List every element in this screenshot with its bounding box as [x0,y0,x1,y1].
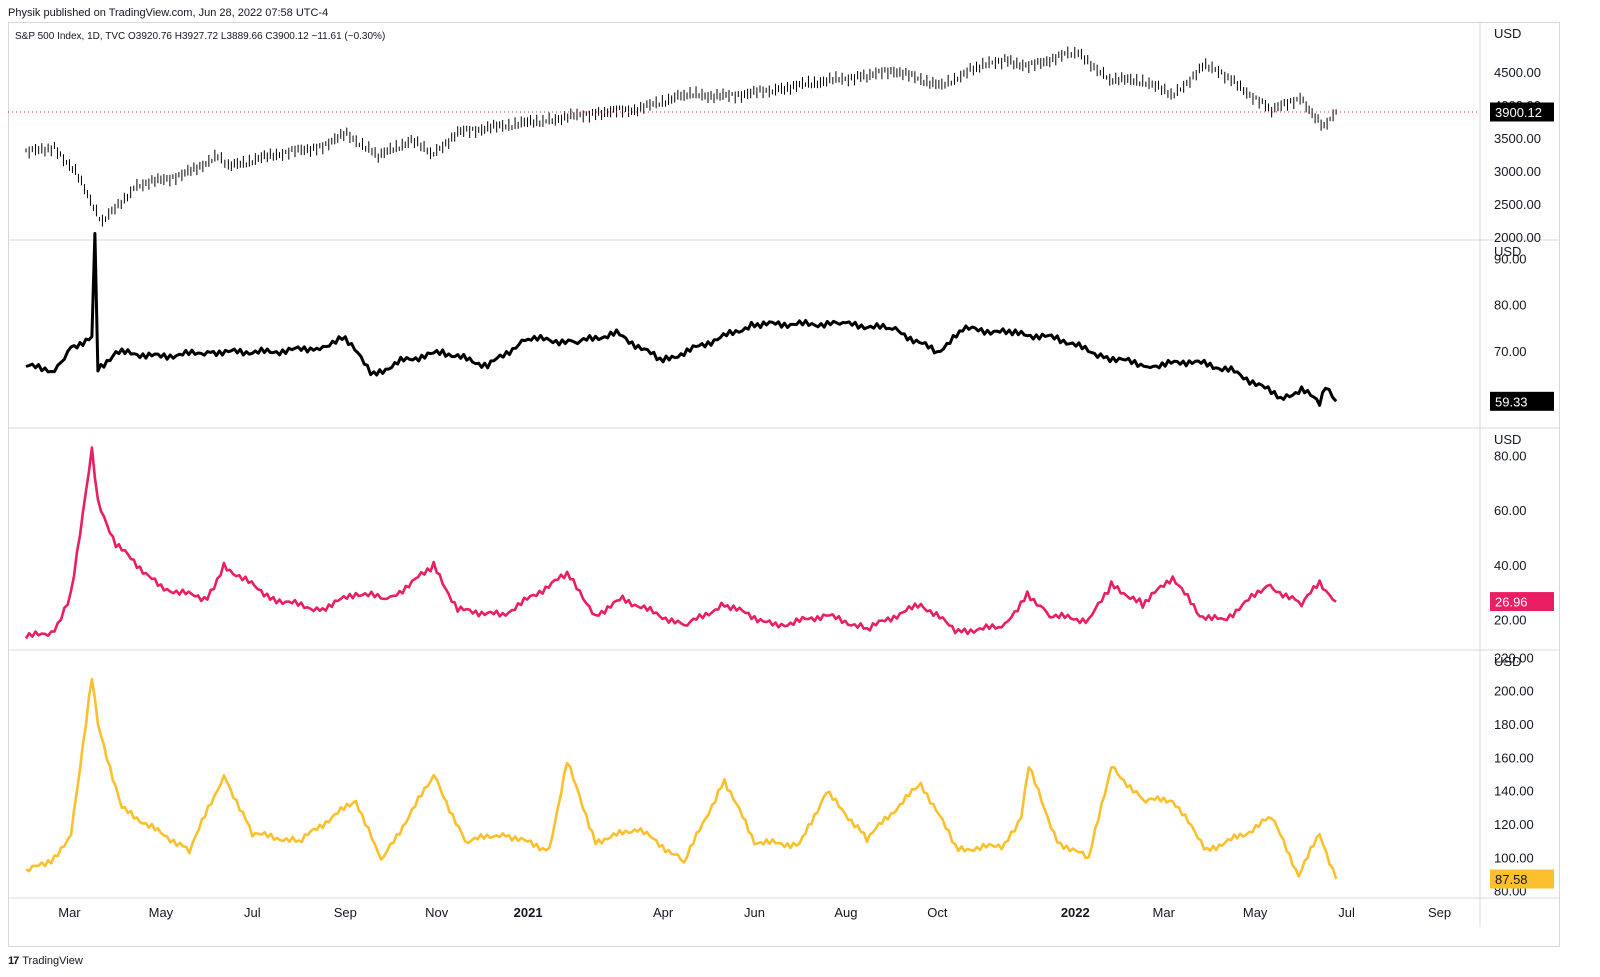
time-axis-label: Apr [653,905,674,920]
last-value-tag [1490,391,1554,411]
y-tick-label: 220.00 [1494,650,1534,665]
tradingview-logo-text: TradingView [22,955,83,967]
y-tick-label: 60.00 [1494,503,1527,518]
time-axis-label: Jul [1338,905,1355,920]
last-value-tag [1490,592,1554,612]
y-tick-label: 2000.00 [1494,230,1541,245]
y-tick-label: 40.00 [1494,558,1527,573]
last-value-label: 26.96 [1495,595,1528,610]
last-value-label: 3900.12 [1495,105,1542,120]
time-axis-label: Jun [744,905,765,920]
pane-4[interactable]: 220.00 200.00 180.00 160.00 140.00 120.00 100.… [25,650,1554,899]
time-axis-label: Oct [927,905,948,920]
y-tick-label: 4500.00 [1494,65,1541,80]
series-line [25,232,1338,407]
currency-label: USD [1494,432,1521,447]
publisher-line: Physik published on TradingView.com, Jun… [8,7,329,19]
time-axis-label: 2022 [1061,905,1090,920]
time-axis-label: May [1243,905,1268,920]
y-tick-label: 200.00 [1494,684,1534,699]
pane-3[interactable]: 80.00 60.00 40.00 20.00 USD 26.96 [24,432,1554,640]
currency-label: USD [1494,26,1521,41]
symbol-info-line: S&P 500 Index, 1D, TVC O3920.76 H3927.72… [15,31,386,42]
y-tick-label: 80.00 [1494,448,1527,463]
y-tick-label: 90.00 [1494,251,1527,266]
y-tick-label: 70.00 [1494,344,1527,359]
currency-label: USD [1494,654,1521,669]
y-tick-label: 180.00 [1494,717,1534,732]
currency-label: USD [1494,244,1521,259]
last-value-tag [1490,102,1554,122]
y-tick-label: 3000.00 [1494,164,1541,179]
y-tick-label: 140.00 [1494,784,1534,799]
last-value-label: 87.58 [1495,872,1528,887]
pane-2[interactable]: 90.00 80.00 70.00 USD 59.33 [25,232,1554,411]
time-axis-label: Aug [834,905,857,920]
pane-1[interactable]: 4500.004000.003500.003000.002500.002000.… [8,26,1554,245]
y-tick-label: 20.00 [1494,613,1527,628]
last-value-label: 59.33 [1495,394,1528,409]
y-tick-label: 3500.00 [1494,131,1541,146]
series-line [25,677,1338,880]
time-axis-label: Nov [425,905,449,920]
time-axis-label: May [149,905,174,920]
chart-frame[interactable] [8,22,1560,947]
time-axis-label: 2021 [514,905,543,920]
time-axis-label: Jul [244,905,261,920]
series-line [24,446,1337,640]
time-axis-label: Mar [58,905,81,920]
time-axis-label: Mar [1153,905,1176,920]
y-tick-label: 160.00 [1494,750,1534,765]
tradingview-logo[interactable]: 17 TradingView [8,955,83,967]
time-axis-label: Sep [334,905,357,920]
time-axis-label: Sep [1428,905,1451,920]
y-tick-label: 100.00 [1494,850,1534,865]
y-tick-label: 80.00 [1494,298,1527,313]
y-tick-label: 2500.00 [1494,197,1541,212]
last-value-tag [1490,869,1554,889]
tradingview-logo-icon: 17 [8,955,19,967]
y-tick-label: 120.00 [1494,817,1534,832]
